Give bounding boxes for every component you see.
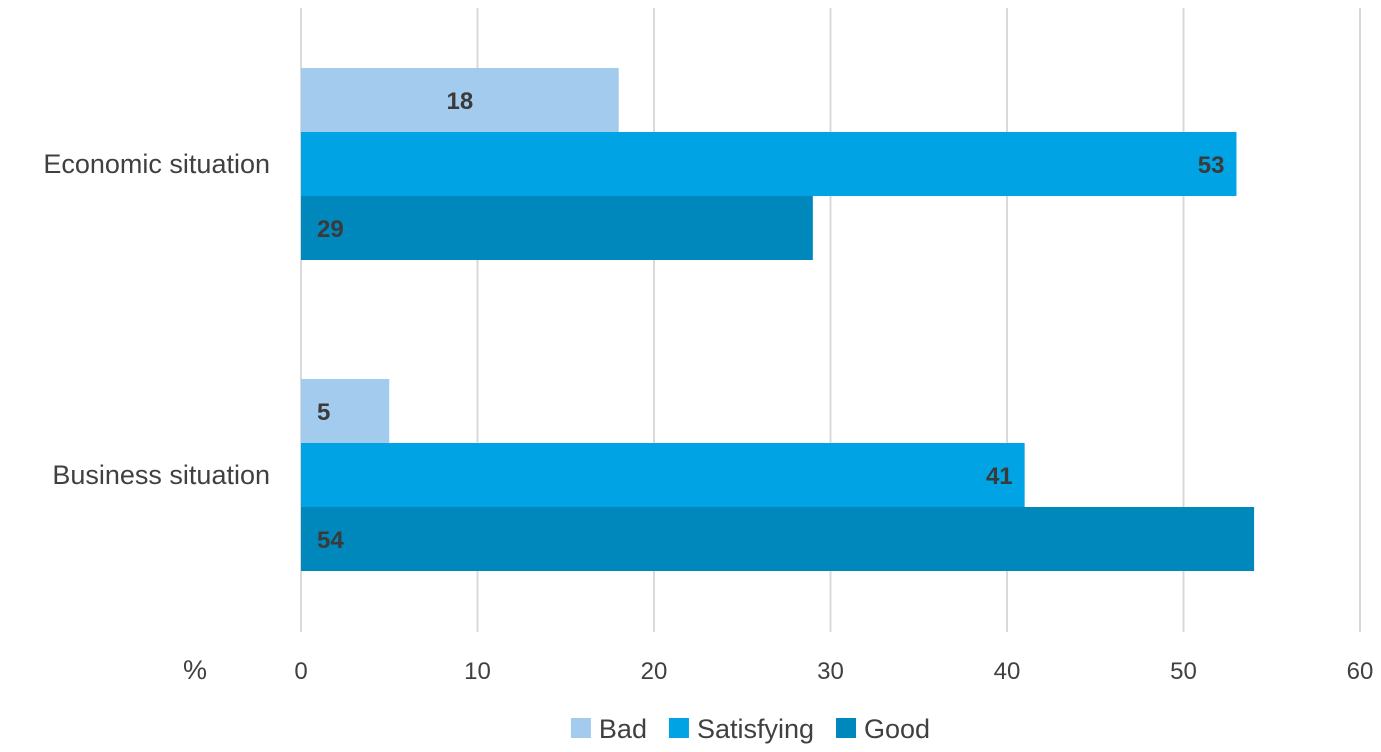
legend-item-satisfying: Satisfying xyxy=(668,714,814,744)
category-labels: Economic situation Business situation xyxy=(43,149,270,490)
legend-label-bad: Bad xyxy=(599,714,647,744)
legend: Bad Satisfying Good xyxy=(570,714,930,744)
data-label-economic-situation-good: 29 xyxy=(317,216,344,243)
bar-economic-situation-bad xyxy=(301,68,619,132)
data-label-economic-situation-satisfying: 53 xyxy=(1198,152,1225,179)
category-label-economic-situation: Economic situation xyxy=(43,149,270,179)
x-tick-label-60: 60 xyxy=(1347,658,1374,685)
legend-label-satisfying: Satisfying xyxy=(697,714,814,744)
legend-label-good: Good xyxy=(864,714,930,744)
data-label-business-situation-satisfying: 41 xyxy=(986,463,1013,490)
bar-economic-situation-good xyxy=(301,196,813,260)
legend-item-bad: Bad xyxy=(570,714,647,744)
data-label-economic-situation-bad: 18 xyxy=(446,88,473,115)
legend-swatch-bad xyxy=(570,718,591,738)
data-label-business-situation-good: 54 xyxy=(317,527,344,554)
x-tick-label-50: 50 xyxy=(1170,658,1197,685)
data-labels: 18 53 29 5 41 54 xyxy=(317,88,1224,554)
axis-unit-label: % xyxy=(183,655,207,685)
bars xyxy=(301,68,1255,571)
bar-business-situation-good xyxy=(301,507,1255,571)
data-label-business-situation-bad: 5 xyxy=(317,399,330,426)
legend-swatch-satisfying xyxy=(668,718,689,738)
x-tick-label-0: 0 xyxy=(294,658,307,685)
bar-business-situation-bad xyxy=(301,379,390,443)
x-tick-label-30: 30 xyxy=(817,658,844,685)
category-label-business-situation: Business situation xyxy=(52,460,270,490)
legend-swatch-good xyxy=(836,718,857,738)
legend-item-good: Good xyxy=(836,714,930,744)
x-tick-label-20: 20 xyxy=(641,658,668,685)
x-tick-label-40: 40 xyxy=(994,658,1021,685)
bar-business-situation-satisfying xyxy=(301,443,1025,507)
bar-economic-situation-satisfying xyxy=(301,132,1237,196)
x-axis-tick-labels: 0 10 20 30 40 50 60 xyxy=(294,658,1373,685)
x-tick-label-10: 10 xyxy=(464,658,491,685)
